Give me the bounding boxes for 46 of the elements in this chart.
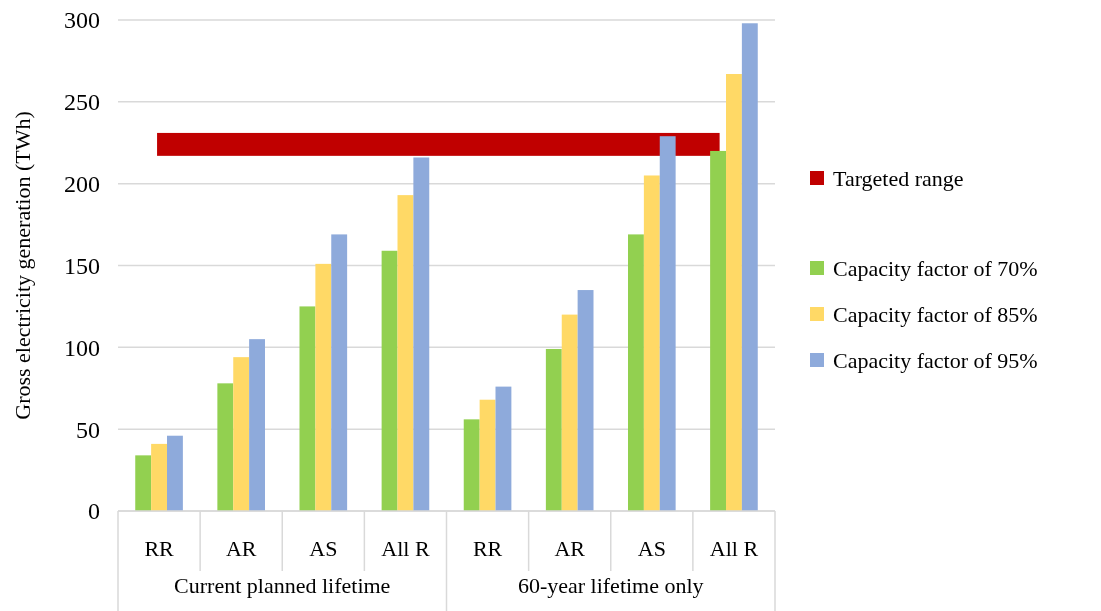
bar	[381, 250, 398, 511]
bar	[397, 195, 414, 511]
bar	[315, 263, 332, 511]
x-tick-label: AR	[554, 536, 586, 561]
x-tick-label: RR	[472, 536, 503, 561]
bar	[741, 23, 758, 511]
bar	[479, 399, 496, 511]
x-tick-label: All R	[381, 536, 430, 561]
y-tick-label: 0	[88, 498, 100, 525]
bar	[710, 150, 726, 511]
y-tick-label: 50	[76, 416, 100, 443]
bar	[413, 157, 430, 511]
text: Current planned lifetime	[174, 573, 391, 598]
y-tick-label: 250	[64, 89, 100, 116]
bar	[299, 306, 316, 511]
bar	[726, 74, 742, 511]
y-tick-label: 300	[64, 7, 100, 34]
bar	[495, 386, 512, 511]
bar	[545, 348, 562, 511]
bar	[217, 383, 234, 511]
x-tick-label: RR	[144, 536, 175, 561]
legend-label: Capacity factor of 85%	[833, 301, 1038, 327]
y-tick-label: 100	[64, 334, 100, 361]
bar	[135, 455, 152, 511]
y-tick-label: 150	[64, 252, 100, 279]
y-tick-label: 200	[64, 171, 100, 198]
y-axis-title: Gross electricity generation (TWh)	[10, 111, 35, 420]
legend-label: Targeted range	[833, 165, 964, 191]
bar	[577, 290, 594, 511]
bar	[643, 175, 660, 511]
x-tick-label: AR	[225, 536, 257, 561]
bar	[463, 419, 480, 511]
bar	[659, 136, 676, 511]
bar	[561, 314, 578, 511]
text: 60-year lifetime only	[517, 573, 704, 598]
x-tick-label: All R	[709, 536, 759, 561]
bar	[151, 443, 167, 511]
bar	[233, 357, 250, 511]
legend-label: Capacity factor of 95%	[833, 347, 1038, 373]
legend-label: Capacity factor of 70%	[833, 255, 1038, 281]
x-tick-label: AS	[309, 536, 338, 561]
bar	[331, 234, 348, 511]
x-tick-label: AS	[637, 536, 666, 561]
bar	[249, 339, 265, 511]
bar	[628, 234, 644, 511]
bar	[167, 435, 183, 511]
